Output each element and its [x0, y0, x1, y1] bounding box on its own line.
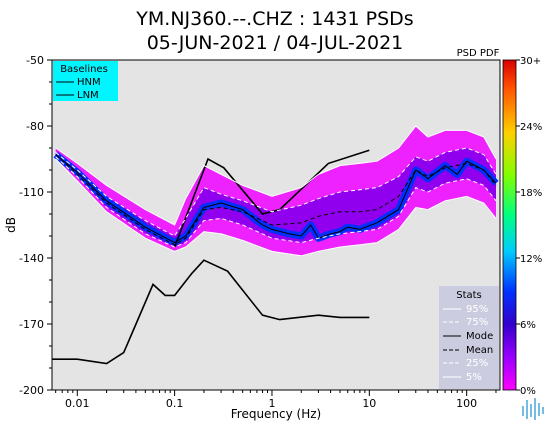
baselines-legend: Baselines HNM LNM	[53, 61, 118, 101]
iris-logo-icon	[522, 398, 544, 420]
y-tick-label: -50	[26, 54, 44, 67]
lnm-legend-label: LNM	[77, 90, 99, 101]
chart-subtitle: 05-JUN-2021 / 04-JUL-2021	[147, 32, 404, 54]
stat-mode-label: Mode	[466, 331, 493, 342]
series-lines	[52, 125, 497, 365]
series-line-hnm	[173, 149, 370, 248]
y-tick-label: -200	[19, 384, 44, 397]
plot-frame	[51, 59, 501, 391]
colorbar-ticks: 30+ 24% 18% 12% 6% 0%	[516, 56, 542, 397]
x-tick-label: 0.01	[65, 397, 90, 410]
stats-legend-title: Stats	[456, 290, 482, 301]
y-tick-label: -80	[26, 120, 44, 133]
x-axis-label: Frequency (Hz)	[231, 407, 322, 421]
series-line-95	[55, 125, 497, 226]
stat-75-label: 75%	[466, 317, 488, 328]
baselines-legend-title: Baselines	[60, 64, 108, 75]
colorbar-tick-label: 30+	[520, 56, 541, 67]
colorbar-tick-label: 12%	[520, 254, 542, 265]
y-tick-label: -140	[19, 252, 44, 265]
stats-legend: Stats 95% 75% Mode Mean 25% 5%	[439, 286, 499, 389]
stat-mean-label: Mean	[466, 345, 493, 356]
x-axis: 0.01 0.1 1 10 100	[55, 390, 497, 410]
stat-5-label: 5%	[466, 372, 482, 383]
colorbar-tick-label: 18%	[520, 188, 542, 199]
colorbar-tick-label: 6%	[520, 320, 536, 331]
stat-25-label: 25%	[466, 358, 488, 369]
baselines-legend-box	[53, 61, 118, 101]
series-line-25	[55, 156, 497, 248]
series-line-75	[55, 147, 497, 237]
colorbar	[502, 59, 517, 391]
colorbar-title: PSD PDF	[457, 48, 500, 59]
y-axis: -50 -80 -110 -140 -170 -200	[19, 54, 52, 397]
colorbar-tick-label: 0%	[520, 386, 536, 397]
hnm-legend-label: HNM	[77, 77, 101, 88]
x-tick-label: 0.1	[166, 397, 184, 410]
x-tick-label: 10	[362, 397, 376, 410]
stat-95-label: 95%	[466, 304, 488, 315]
pdf-band-inner	[55, 148, 496, 247]
series-line-mean	[55, 154, 497, 246]
stats-legend-box	[439, 286, 499, 389]
x-tick-label: 100	[456, 397, 477, 410]
y-tick-label: -110	[19, 186, 44, 199]
x-tick-label: 1	[268, 397, 275, 410]
series-line-lnm	[52, 259, 370, 365]
chart-title: YM.NJ360.--.CHZ : 1431 PSDs	[135, 8, 413, 30]
colorbar-tick-label: 24%	[520, 122, 542, 133]
y-tick-label: -170	[19, 318, 44, 331]
series-line-5	[55, 158, 497, 257]
y-axis-label: dB	[4, 217, 18, 233]
